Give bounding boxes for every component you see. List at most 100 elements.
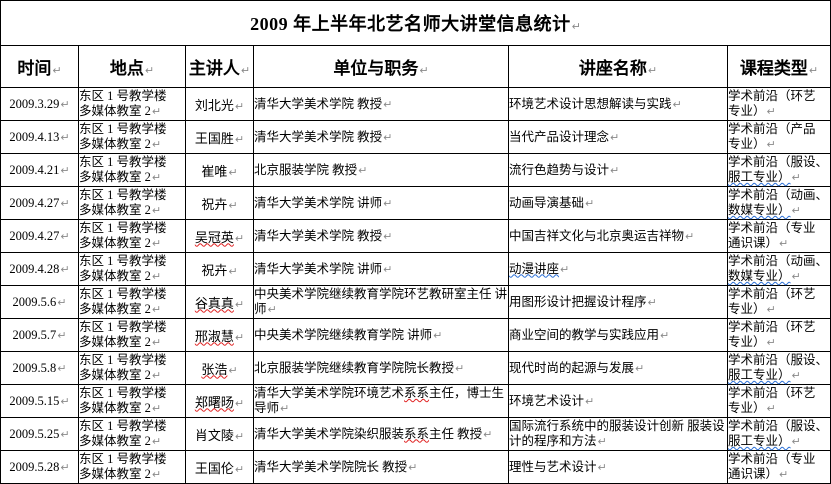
- cell-unit: 中央美术学院继续教育学院 讲师↵: [253, 318, 509, 352]
- cell-course-type-line1-value: 学术前沿（专业: [728, 452, 816, 466]
- cell-topic: 当代产品设计理念↵: [508, 120, 728, 154]
- cell-topic-value: 中国吉祥文化与北京奥运吉祥物: [509, 228, 685, 243]
- cell-place-line2-value: 多媒体教室 2: [79, 104, 151, 118]
- cell-place-line1: 东区 1 号教学楼: [79, 254, 185, 269]
- cell-speaker-value: 祝卉: [201, 262, 228, 278]
- paragraph-mark-icon: ↵: [571, 20, 581, 33]
- table-row: 2009.5.25↵ 东区 1 号教学楼 多媒体教室 2↵ 肖文陵↵ 清华大学美术学院染…: [0, 417, 831, 451]
- cell-speaker-value: 崔唯: [201, 163, 228, 179]
- table-row: 2009.5.8↵ 东区 1 号教学楼 多媒体教室 2↵ 张浩↵ 北京服装学院继续教育学…: [0, 351, 831, 385]
- cell-topic-value: 动漫讲座: [509, 261, 560, 276]
- cell-unit: 北京服装学院继续教育学院院长教授↵: [253, 351, 509, 385]
- cell-place: 东区 1 号教学楼 多媒体教室 2↵: [78, 450, 186, 484]
- cell-place-line1-value: 东区 1 号教学楼: [79, 287, 167, 301]
- paragraph-mark-icon: ↵: [779, 237, 789, 250]
- cell-course-type-line2-value: 数媒专业）: [728, 269, 791, 283]
- cell-speaker-value: 王国伦: [194, 460, 234, 476]
- cell-speaker: 张浩↵: [185, 351, 254, 385]
- paragraph-mark-icon: ↵: [60, 460, 70, 474]
- cell-time: 2009.3.29↵: [0, 87, 79, 121]
- cell-course-type-line1: 学术前沿（环艺: [728, 320, 830, 335]
- cell-place-line2-value: 多媒体教室 2: [79, 434, 151, 448]
- cell-unit-value-b: 主任，博士生导师: [254, 386, 505, 415]
- cell-course-type-line2: 服工专业）↵: [728, 170, 830, 185]
- paragraph-mark-icon: ↵: [383, 130, 393, 144]
- cell-course-type-line1: 学术前沿（专业: [728, 452, 830, 467]
- cell-unit: 中央美术学院继续教育学院环艺教研室主任 讲师↵: [253, 285, 509, 319]
- cell-unit: 北京服装学院 教授↵: [253, 153, 509, 187]
- cell-speaker: 王国胜↵: [185, 120, 254, 154]
- cell-course-type-line1-value: 学术前沿（环艺: [728, 386, 816, 400]
- cell-place-line2: 多媒体教室 2↵: [79, 302, 185, 317]
- cell-course-type-line2-value: 专业）: [728, 335, 766, 349]
- paragraph-mark-icon: ↵: [779, 468, 789, 481]
- cell-topic-value: 环境艺术设计: [509, 393, 585, 408]
- paragraph-mark-icon: ↵: [808, 64, 819, 77]
- cell-course-type: 学术前沿（环艺 专业）↵: [726, 285, 831, 319]
- cell-place: 东区 1 号教学楼 多媒体教室 2↵: [78, 351, 186, 385]
- cell-topic: 环境艺术设计↵: [508, 384, 728, 418]
- paragraph-mark-icon: ↵: [234, 297, 245, 311]
- cell-time-value: 2009.4.27: [9, 228, 60, 243]
- cell-course-type-line1: 学术前沿（动画、: [728, 188, 830, 203]
- cell-place: 东区 1 号教学楼 多媒体教室 2↵: [78, 120, 186, 154]
- cell-speaker-value: 郑曙旸: [194, 394, 234, 410]
- title-row: 2009 年上半年北艺名师大讲堂信息统计↵: [0, 0, 831, 46]
- cell-time-value: 2009.5.7: [12, 327, 57, 342]
- cell-course-type-line2: 专业）↵: [728, 104, 830, 119]
- cell-place-line1: 东区 1 号教学楼: [79, 419, 185, 434]
- cell-unit-value: 北京服装学院 教授: [254, 162, 358, 177]
- cell-topic: 现代时尚的起源与发展↵: [508, 351, 728, 385]
- cell-speaker-value: 刘北光: [194, 97, 234, 113]
- cell-course-type-line1: 学术前沿（专业: [728, 221, 830, 236]
- cell-unit-value: 清华大学美术学院 教授: [254, 96, 383, 111]
- paragraph-mark-icon: ↵: [791, 270, 801, 283]
- cell-speaker-value: 谷真真: [194, 295, 234, 311]
- cell-speaker: 祝卉↵: [185, 252, 254, 286]
- paragraph-mark-icon: ↵: [610, 130, 620, 144]
- cell-topic-value: 理性与艺术设计: [509, 459, 597, 474]
- cell-time-value: 2009.3.29: [9, 96, 60, 111]
- cell-place-line2-value: 多媒体教室 2: [79, 269, 151, 283]
- cell-course-type-line1-value: 学术前沿（动画、: [728, 254, 829, 268]
- table-row: 2009.4.21↵ 东区 1 号教学楼 多媒体教室 2↵ 崔唯↵ 北京服装学院 教授↵…: [0, 153, 831, 187]
- cell-course-type: 学术前沿（环艺 专业）↵: [726, 318, 831, 352]
- paragraph-mark-icon: ↵: [57, 295, 67, 309]
- paragraph-mark-icon: ↵: [60, 229, 70, 243]
- cell-course-type-line2: 数媒专业）↵: [728, 269, 830, 284]
- cell-unit: 清华大学美术学院 讲师↵: [253, 186, 509, 220]
- cell-place: 东区 1 号教学楼 多媒体教室 2↵: [78, 285, 186, 319]
- cell-unit-value-b: 主任 教授: [429, 426, 483, 441]
- paragraph-mark-icon: ↵: [60, 97, 70, 111]
- cell-unit-value: 清华大学美术学院院长 教授: [254, 459, 408, 474]
- paragraph-mark-icon: ↵: [151, 138, 162, 151]
- cell-topic: 环境艺术设计思想解读与实践↵: [508, 87, 728, 121]
- paragraph-mark-icon: ↵: [57, 328, 67, 342]
- cell-unit-value: 清华大学美术学院 教授: [254, 228, 383, 243]
- cell-place: 东区 1 号教学楼 多媒体教室 2↵: [78, 318, 186, 352]
- paragraph-mark-icon: ↵: [791, 369, 801, 382]
- cell-time: 2009.4.28↵: [0, 252, 79, 286]
- cell-course-type-line1: 学术前沿（服设、: [728, 353, 830, 368]
- cell-place-line2: 多媒体教室 2↵: [79, 269, 185, 284]
- cell-place-line1-value: 东区 1 号教学楼: [79, 452, 167, 466]
- paragraph-mark-icon: ↵: [660, 328, 670, 342]
- page-title: 2009 年上半年北艺名师大讲堂信息统计: [250, 14, 571, 34]
- paragraph-mark-icon: ↵: [234, 462, 245, 476]
- cell-place-line1: 东区 1 号教学楼: [79, 155, 185, 170]
- paragraph-mark-icon: ↵: [228, 264, 238, 278]
- paragraph-mark-icon: ↵: [151, 105, 162, 118]
- paragraph-mark-icon: ↵: [151, 336, 162, 349]
- paragraph-mark-icon: ↵: [151, 171, 162, 184]
- paragraph-mark-icon: ↵: [151, 369, 162, 382]
- cell-course-type-line1-value: 学术前沿（服设、: [728, 419, 829, 433]
- table-header-row: 时间↵ 地点↵ 主讲人↵ 单位与职务↵ 讲座名称↵ 课程类型↵: [0, 45, 831, 88]
- cell-topic: 动画导演基础↵: [508, 186, 728, 220]
- cell-time: 2009.4.21↵: [0, 153, 79, 187]
- cell-time: 2009.5.28↵: [0, 450, 79, 484]
- paragraph-mark-icon: ↵: [647, 295, 657, 309]
- paragraph-mark-icon: ↵: [60, 130, 70, 144]
- paragraph-mark-icon: ↵: [685, 229, 695, 243]
- paragraph-mark-icon: ↵: [234, 99, 245, 113]
